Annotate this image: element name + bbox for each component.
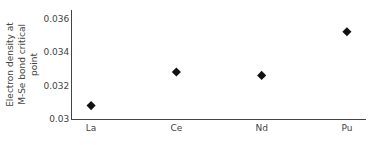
svg-text:La: La [86,123,97,133]
svg-text:0.03: 0.03 [49,114,69,124]
svg-text:Nd: Nd [255,123,267,133]
svg-text:0.036: 0.036 [43,14,69,24]
svg-text:Ce: Ce [170,123,182,133]
svg-text:0.034: 0.034 [43,47,69,57]
svg-text:Electron density atM-Se bond c: Electron density atM-Se bond criticalpoi… [5,22,38,107]
svg-text:0.032: 0.032 [43,81,69,91]
svg-text:Pu: Pu [341,123,352,133]
